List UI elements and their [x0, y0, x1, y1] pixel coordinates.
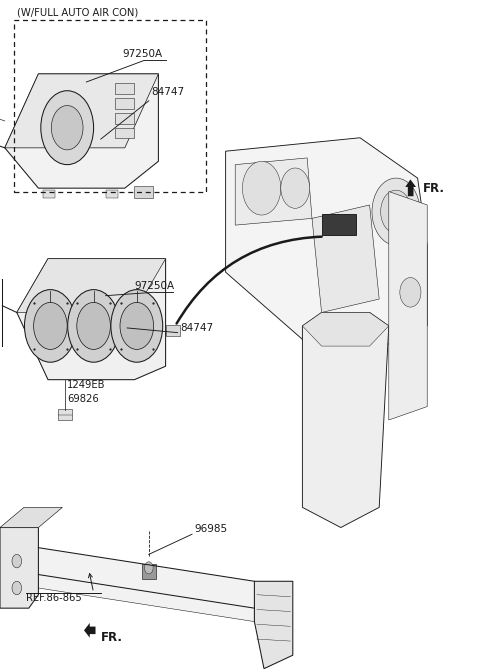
Circle shape — [281, 168, 310, 208]
Polygon shape — [84, 623, 96, 638]
Bar — [166, 325, 180, 336]
Text: FR.: FR. — [423, 182, 445, 196]
Polygon shape — [405, 179, 416, 196]
Text: (W/FULL AUTO AIR CON): (W/FULL AUTO AIR CON) — [17, 7, 138, 17]
Text: 96985: 96985 — [194, 524, 228, 534]
Circle shape — [372, 178, 420, 245]
Circle shape — [400, 278, 421, 307]
Polygon shape — [17, 259, 166, 312]
Circle shape — [242, 161, 281, 215]
Circle shape — [144, 562, 153, 574]
Text: FR.: FR. — [101, 630, 123, 644]
Circle shape — [120, 302, 154, 349]
Circle shape — [41, 91, 94, 165]
Bar — [115, 83, 134, 94]
Polygon shape — [226, 138, 427, 353]
Bar — [115, 98, 134, 109]
Polygon shape — [17, 259, 166, 380]
Circle shape — [34, 302, 67, 349]
Polygon shape — [235, 158, 312, 225]
Polygon shape — [312, 205, 379, 312]
Polygon shape — [389, 192, 427, 420]
Polygon shape — [0, 507, 62, 528]
Polygon shape — [0, 528, 38, 608]
Polygon shape — [5, 74, 158, 148]
Bar — [106, 190, 118, 198]
Bar — [115, 128, 134, 138]
Text: 97250A: 97250A — [122, 49, 163, 59]
Circle shape — [381, 190, 411, 233]
Polygon shape — [302, 312, 389, 346]
Circle shape — [51, 106, 83, 150]
Text: 84747: 84747 — [151, 87, 184, 97]
Bar — [142, 564, 156, 579]
Circle shape — [68, 290, 120, 362]
Polygon shape — [302, 312, 389, 528]
Circle shape — [12, 554, 22, 568]
Polygon shape — [5, 74, 158, 188]
Polygon shape — [254, 581, 293, 669]
Polygon shape — [38, 548, 254, 622]
Text: 97250A: 97250A — [134, 281, 175, 291]
Circle shape — [77, 302, 110, 349]
Text: 1249EB: 1249EB — [67, 380, 106, 390]
Text: 69826: 69826 — [67, 394, 99, 405]
Circle shape — [24, 290, 76, 362]
Circle shape — [111, 290, 163, 362]
Bar — [134, 186, 153, 198]
Bar — [14, 20, 206, 192]
Bar — [58, 409, 72, 420]
Bar — [43, 190, 55, 198]
Bar — [115, 113, 134, 124]
Text: 84747: 84747 — [180, 323, 213, 333]
Text: REF.86-865: REF.86-865 — [26, 593, 82, 603]
Circle shape — [12, 581, 22, 595]
Bar — [322, 214, 356, 235]
